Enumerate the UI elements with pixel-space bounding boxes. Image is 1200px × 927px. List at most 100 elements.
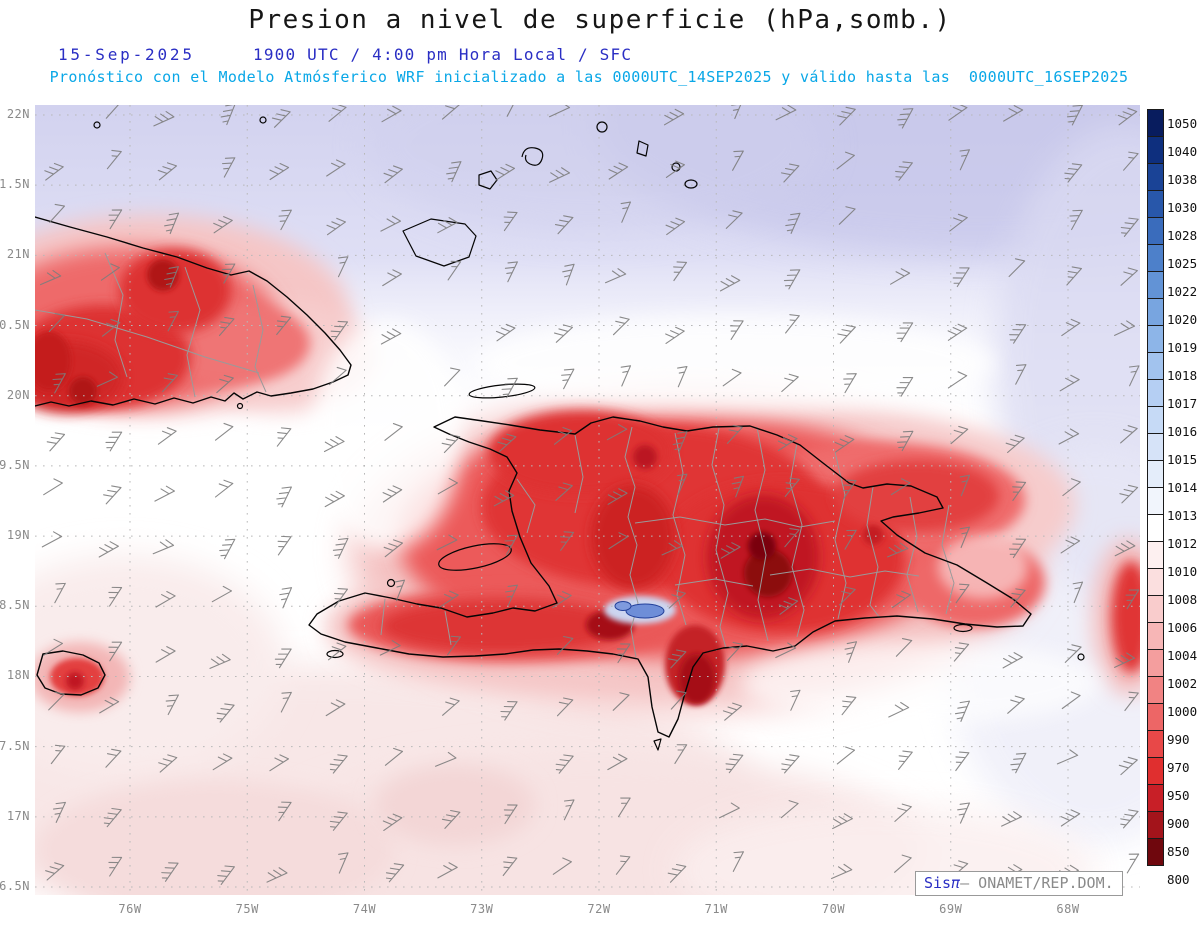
wind-barb xyxy=(837,106,856,126)
wind-barb xyxy=(554,215,574,235)
wind-barb xyxy=(441,105,460,120)
caicos-cay xyxy=(636,140,649,157)
colorbar-label: 1050 xyxy=(1167,116,1198,131)
wind-barb xyxy=(105,105,122,119)
wind-barb xyxy=(556,697,574,717)
wind-barb xyxy=(337,256,349,278)
wind-barb xyxy=(158,754,178,773)
wind-barb xyxy=(1119,484,1139,504)
wind-barb xyxy=(329,754,348,774)
wind-barb xyxy=(152,539,175,555)
wind-barb xyxy=(157,427,177,445)
wind-barb xyxy=(895,637,913,657)
wind-barb xyxy=(503,211,518,232)
colorbar-cell xyxy=(1147,838,1164,866)
mona-island xyxy=(1077,653,1085,661)
wind-barb xyxy=(382,485,403,503)
wind-barb xyxy=(328,105,347,122)
wind-barb xyxy=(279,587,293,609)
colorbar-cell xyxy=(1147,811,1164,839)
wind-barb xyxy=(672,431,688,453)
lat-label: 18.5N xyxy=(0,598,30,613)
wind-barb xyxy=(790,689,801,711)
wind-barb xyxy=(1010,752,1027,774)
colorbar-cell xyxy=(1147,163,1164,191)
colorbar-cell xyxy=(1147,460,1164,488)
lat-label: 17.5N xyxy=(0,738,30,753)
wind-barb xyxy=(96,371,118,387)
lon-label: 68W xyxy=(1056,902,1080,916)
colorbar-cell xyxy=(1147,487,1164,515)
mayaguana-cay xyxy=(259,116,267,124)
wind-barb xyxy=(665,217,686,236)
wind-barb xyxy=(668,590,686,609)
wind-barb xyxy=(103,807,122,828)
wind-barb xyxy=(894,854,912,873)
wind-barb xyxy=(959,149,970,171)
colorbar-cell xyxy=(1147,271,1164,299)
wind-barb xyxy=(780,800,799,819)
wind-barb xyxy=(380,328,402,345)
colorbar-label: 1022 xyxy=(1167,284,1198,299)
wind-barb xyxy=(50,744,66,765)
wind-barb xyxy=(620,201,632,223)
wind-barb xyxy=(959,526,970,549)
wind-barb xyxy=(556,635,574,655)
wind-barb xyxy=(1056,749,1079,765)
wind-barb xyxy=(612,692,630,711)
lon-label: 71W xyxy=(704,902,728,916)
colorbar-label: 1014 xyxy=(1167,480,1198,495)
coastlines xyxy=(35,216,1032,738)
wind-barb xyxy=(949,213,968,232)
wind-barb xyxy=(164,212,180,235)
wind-barb xyxy=(326,159,346,177)
wind-barb xyxy=(447,260,462,281)
wind-barb xyxy=(46,432,66,452)
colorbar-cell xyxy=(1147,703,1164,731)
wind-barb xyxy=(844,641,858,663)
colorbar-label: 1030 xyxy=(1167,200,1198,215)
wind-barb xyxy=(276,486,292,508)
wind-barb xyxy=(553,426,573,445)
colorbar-cell xyxy=(1147,541,1164,569)
wind-barb xyxy=(505,584,519,606)
wind-barb xyxy=(677,473,688,495)
wind-barb xyxy=(731,105,744,120)
wind-barb xyxy=(831,863,853,880)
wind-barb xyxy=(504,534,518,556)
colorbar-cell xyxy=(1147,730,1164,758)
wind-barb xyxy=(553,324,573,343)
wind-barb xyxy=(220,105,236,126)
wind-barb xyxy=(726,641,743,661)
colorbar-cell xyxy=(1147,406,1164,434)
cayemites xyxy=(386,578,396,588)
wind-barb xyxy=(1124,691,1139,712)
cay-icon xyxy=(596,121,608,133)
wind-barb xyxy=(732,150,744,171)
wind-barb xyxy=(380,215,402,232)
wind-barb xyxy=(384,747,404,766)
wind-barb xyxy=(890,478,911,496)
wind-barb xyxy=(501,377,518,399)
wind-barb xyxy=(661,540,683,556)
wind-barb xyxy=(552,857,572,875)
colorbar-label: 950 xyxy=(1167,788,1190,803)
province-borders xyxy=(35,252,955,658)
colorbar-cell xyxy=(1147,514,1164,542)
wind-barb xyxy=(843,373,857,394)
forecast-note: Pronóstico con el Modelo Atmósferico WRF… xyxy=(49,68,1129,86)
wind-barb xyxy=(338,852,349,874)
wind-barb xyxy=(437,217,458,234)
wind-barb xyxy=(1120,425,1138,444)
wind-barb xyxy=(98,541,119,558)
wind-barb xyxy=(562,263,575,286)
colorbar-cell xyxy=(1147,325,1164,353)
wind-barb xyxy=(667,863,687,883)
wind-barb xyxy=(277,535,292,556)
wind-barb xyxy=(278,209,292,231)
wind-barb xyxy=(383,539,403,558)
wind-barb xyxy=(836,151,855,170)
lon-label: 74W xyxy=(352,902,377,916)
wind-barb xyxy=(607,488,628,505)
wind-barb xyxy=(888,701,910,718)
